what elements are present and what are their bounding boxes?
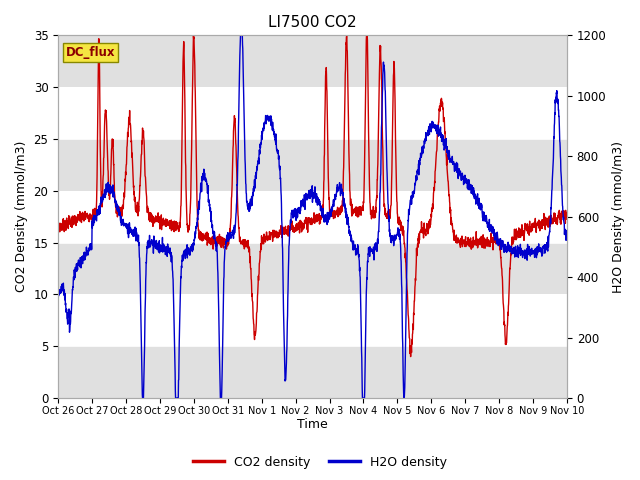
- Text: DC_flux: DC_flux: [66, 46, 115, 59]
- Bar: [58, 346, 567, 398]
- Bar: [58, 139, 567, 191]
- Y-axis label: H2O Density (mmol/m3): H2O Density (mmol/m3): [612, 141, 625, 293]
- Legend: CO2 density, H2O density: CO2 density, H2O density: [188, 451, 452, 474]
- X-axis label: Time: Time: [297, 419, 328, 432]
- Bar: [58, 242, 567, 294]
- Y-axis label: CO2 Density (mmol/m3): CO2 Density (mmol/m3): [15, 141, 28, 292]
- Bar: [58, 36, 567, 87]
- Title: LI7500 CO2: LI7500 CO2: [268, 15, 357, 30]
